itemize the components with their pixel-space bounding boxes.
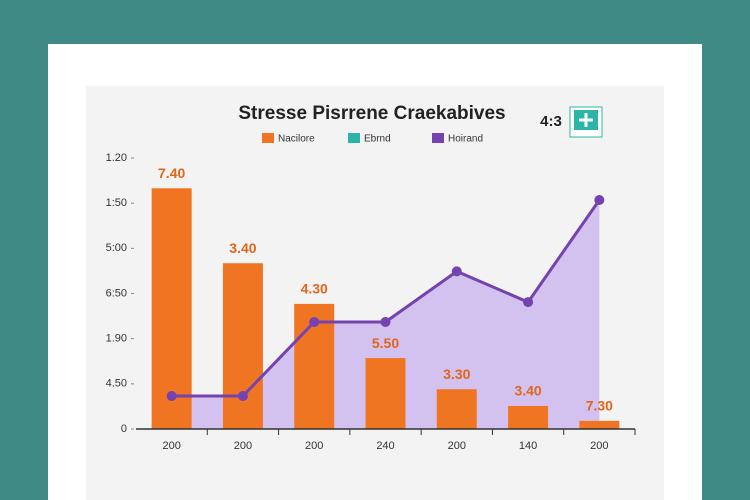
bar (151, 188, 192, 429)
x-tick-label: 200 (305, 440, 323, 452)
bar-annotation: 3.30 (443, 366, 470, 382)
bar (508, 405, 549, 429)
y-tick-label: 5:00 (106, 242, 127, 254)
y-tick-label: 1.90 (106, 333, 127, 345)
line-point (309, 316, 320, 327)
x-tick-label: 240 (376, 440, 394, 452)
bar-annotation: 3.40 (514, 383, 541, 399)
x-tick-label: 200 (590, 440, 608, 452)
chart-title: Stresse Pisrrene Craekabives (238, 103, 505, 124)
line-point (166, 391, 177, 402)
bar-annotation: 4.30 (301, 281, 328, 297)
bar-annotation: 5.50 (372, 335, 399, 351)
line-point (237, 391, 248, 402)
legend-swatch (432, 133, 444, 143)
legend-label: Ebrnd (364, 134, 391, 145)
bar (436, 389, 477, 429)
line-point (380, 316, 391, 327)
x-tick-label: 140 (519, 440, 537, 452)
legend-swatch (262, 133, 274, 143)
y-tick-label: 6:50 (106, 287, 127, 299)
legend-label: Nacilore (278, 134, 315, 145)
legend-swatch (348, 133, 360, 143)
y-tick-label: 1:50 (106, 197, 127, 209)
line-point (594, 195, 605, 206)
bar (222, 263, 263, 429)
y-tick-label: 1.20 (106, 152, 127, 164)
badge: 4:3 (540, 113, 562, 130)
bar-annotation: 3.40 (229, 240, 256, 256)
icon-cross (579, 113, 593, 127)
x-tick-label: 200 (162, 440, 180, 452)
area (171, 200, 600, 429)
bar-annotation: 7.40 (158, 165, 185, 181)
legend-label: Hoirand (448, 134, 483, 145)
x-tick-label: 200 (234, 440, 252, 452)
bar-annotation: 7.30 (586, 398, 613, 414)
line-point (523, 297, 534, 308)
y-tick-label: 4.50 (106, 378, 127, 390)
bar (365, 358, 406, 429)
line-point (451, 266, 462, 277)
y-tick-label: 0 (121, 423, 127, 435)
bar (579, 420, 620, 429)
x-tick-label: 200 (448, 440, 466, 452)
